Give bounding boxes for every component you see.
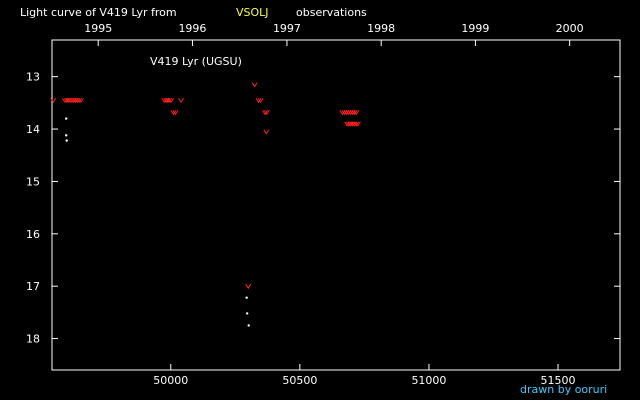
- fainter-than-marker: [257, 97, 264, 104]
- x-tick-label: 50500: [282, 374, 317, 387]
- fainter-than-marker: [353, 121, 360, 127]
- x-tick-label: 51500: [541, 374, 576, 387]
- fainter-than-marker: [178, 97, 185, 104]
- title-prefix: Light curve of V419 Lyr from: [20, 6, 177, 19]
- fainter-than-marker: [245, 283, 252, 290]
- year-tick-label: 2000: [556, 22, 584, 35]
- y-tick-label: 18: [26, 333, 40, 346]
- observation-point: [247, 324, 250, 327]
- fainter-than-marker: [355, 121, 361, 127]
- fainter-than-marker: [170, 110, 177, 116]
- y-tick-label: 13: [26, 71, 40, 84]
- fainter-than-marker: [251, 82, 258, 88]
- fainter-than-marker: [341, 110, 348, 116]
- year-tick-label: 1995: [84, 22, 112, 35]
- observation-point: [65, 134, 68, 137]
- observation-point: [65, 117, 68, 120]
- year-tick-label: 1998: [367, 22, 395, 35]
- plot-frame: [51, 39, 621, 371]
- data-points: [50, 82, 361, 327]
- observation-point: [245, 312, 249, 315]
- x-tick-label: 50000: [153, 374, 188, 387]
- y-tick-label: 14: [26, 123, 40, 136]
- y-axis: 13 14 15 16 17 18: [26, 71, 620, 346]
- fainter-than-marker: [345, 110, 352, 116]
- y-tick-label: 17: [26, 280, 40, 293]
- observation-point: [65, 139, 68, 142]
- year-axis: 1995 1996 1997 1998 1999 2000: [84, 22, 584, 46]
- fainter-than-marker: [339, 110, 346, 116]
- fainter-than-marker: [263, 110, 270, 116]
- fainter-than-marker: [343, 110, 350, 116]
- star-annotation: V419 Lyr (UGSU): [150, 55, 242, 68]
- fainter-than-marker: [353, 110, 360, 116]
- x-tick-label: 51000: [411, 374, 446, 387]
- year-tick-label: 1997: [273, 22, 301, 35]
- fainter-than-marker: [168, 97, 174, 104]
- title-suffix: observations: [296, 6, 367, 19]
- fainter-than-marker: [76, 97, 83, 104]
- title-highlight: VSOLJ: [236, 6, 269, 19]
- fainter-than-marker: [77, 97, 84, 104]
- year-tick-label: 1996: [178, 22, 206, 35]
- fainter-than-marker: [351, 110, 358, 116]
- chart-title: Light curve of V419 Lyr from VSOLJ obser…: [20, 6, 367, 19]
- fainter-than-marker: [50, 97, 57, 104]
- y-tick-label: 16: [26, 228, 40, 241]
- fainter-than-marker: [255, 97, 262, 104]
- observation-point: [245, 296, 248, 299]
- fainter-than-marker: [263, 129, 270, 135]
- x-axis: 50000 50500 51000 51500: [153, 364, 576, 387]
- fainter-than-marker: [166, 97, 173, 104]
- year-tick-label: 1999: [461, 22, 489, 35]
- fainter-than-marker: [262, 110, 268, 116]
- fainter-than-marker: [172, 110, 179, 116]
- credit-text: drawn by ooruri: [520, 383, 607, 396]
- y-tick-label: 15: [26, 175, 40, 188]
